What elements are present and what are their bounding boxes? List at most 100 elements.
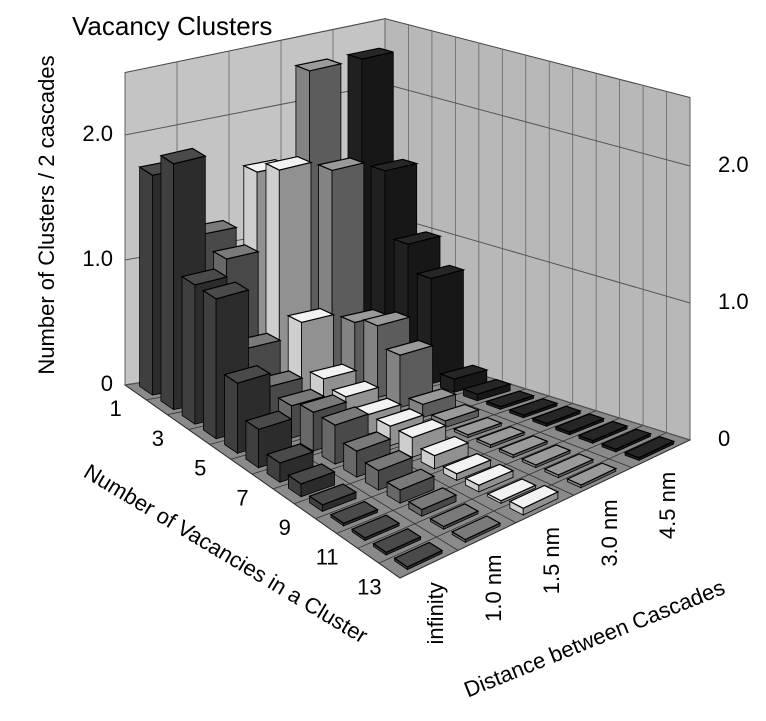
bar	[484, 390, 536, 410]
bar-top	[372, 528, 422, 554]
bar-top	[441, 453, 493, 475]
bar-top	[438, 364, 489, 380]
bar-front	[139, 166, 153, 396]
bar	[429, 503, 480, 530]
bar-top	[577, 420, 629, 442]
bar-top	[415, 264, 466, 280]
bar	[577, 420, 629, 444]
legend-label: 1.5 nm	[539, 527, 564, 594]
bar-top	[345, 47, 394, 60]
bar-top	[329, 500, 379, 524]
bar-top	[264, 155, 313, 171]
bar	[438, 364, 489, 393]
bar-top	[520, 444, 572, 466]
bar-top	[508, 484, 560, 509]
bar	[384, 339, 435, 409]
bar-top	[452, 416, 504, 436]
bar	[507, 398, 559, 419]
bar-top	[211, 244, 260, 260]
bar-top	[201, 281, 250, 300]
bar	[600, 428, 653, 453]
bar-top	[486, 478, 537, 502]
bar	[407, 487, 458, 517]
bar	[486, 478, 537, 505]
bar-top	[393, 541, 444, 568]
bar-top	[244, 410, 293, 431]
x-tick-label: 11	[316, 545, 339, 570]
legend-label: 3.0 nm	[597, 499, 622, 566]
bar-top	[364, 449, 414, 472]
bar	[531, 405, 583, 427]
bar-top	[277, 388, 326, 407]
bar	[554, 413, 606, 436]
z-tick-label: 1.0	[718, 289, 749, 314]
bar-top	[475, 426, 526, 446]
bar	[308, 483, 358, 513]
bar-top	[507, 398, 559, 416]
bar-top	[308, 363, 358, 380]
bar	[265, 443, 315, 484]
bar-top	[286, 307, 336, 324]
bar-top	[566, 462, 618, 486]
bar-top	[407, 487, 458, 511]
bar-front	[202, 289, 217, 440]
bar	[320, 406, 370, 465]
bar	[475, 426, 526, 449]
bar-top	[287, 463, 336, 485]
bar	[385, 468, 436, 504]
bar-top	[350, 514, 401, 539]
bar-top	[392, 231, 443, 245]
bar	[450, 515, 502, 544]
bar-front	[160, 154, 175, 411]
bar	[566, 462, 618, 489]
bar-top	[223, 364, 272, 384]
bar-front	[224, 373, 238, 454]
bar-top	[293, 58, 344, 72]
bar-top	[430, 403, 481, 422]
bar	[430, 403, 481, 429]
bar-top	[330, 380, 381, 398]
z-axis-title: Number of Clusters / 2 cascades	[34, 55, 59, 374]
bar-top	[419, 435, 470, 457]
x-tick-label: 7	[236, 485, 248, 510]
bar-top	[600, 428, 653, 450]
bar	[329, 500, 379, 527]
bar	[452, 416, 504, 439]
bar-front	[181, 275, 196, 425]
bar-top	[554, 413, 606, 433]
bar-top	[498, 435, 549, 456]
floor-grid	[357, 425, 644, 549]
bar	[508, 484, 560, 516]
bar-top	[461, 378, 513, 395]
floor-grid	[124, 384, 401, 579]
legend-label: infinity	[423, 582, 448, 644]
bar	[287, 463, 336, 498]
x-tick-label: 5	[194, 456, 206, 481]
bar-top	[397, 418, 448, 439]
bar-top	[623, 436, 676, 459]
bar-top	[320, 406, 370, 426]
bar-top	[308, 483, 358, 506]
bar-top	[375, 408, 425, 427]
bar-top	[342, 431, 392, 452]
bar-top	[385, 468, 436, 491]
bar-top	[265, 443, 315, 464]
bar	[461, 378, 513, 402]
bar	[520, 444, 572, 469]
bar	[393, 541, 444, 571]
bar	[498, 435, 549, 459]
bar	[441, 453, 493, 482]
bar	[350, 514, 401, 542]
bar-top	[429, 503, 480, 528]
z-tick-label: 0	[718, 426, 730, 451]
legend-label: 4.5 nm	[655, 472, 680, 539]
bar-top	[368, 158, 420, 172]
chart-title: Vacancy Clusters	[72, 11, 272, 41]
bar	[623, 436, 676, 462]
legend-label: 1.0 nm	[481, 555, 506, 622]
bar-top	[298, 394, 348, 413]
bar	[543, 453, 595, 479]
bar-top	[484, 390, 536, 408]
z-tick-label: 2.0	[82, 121, 113, 146]
